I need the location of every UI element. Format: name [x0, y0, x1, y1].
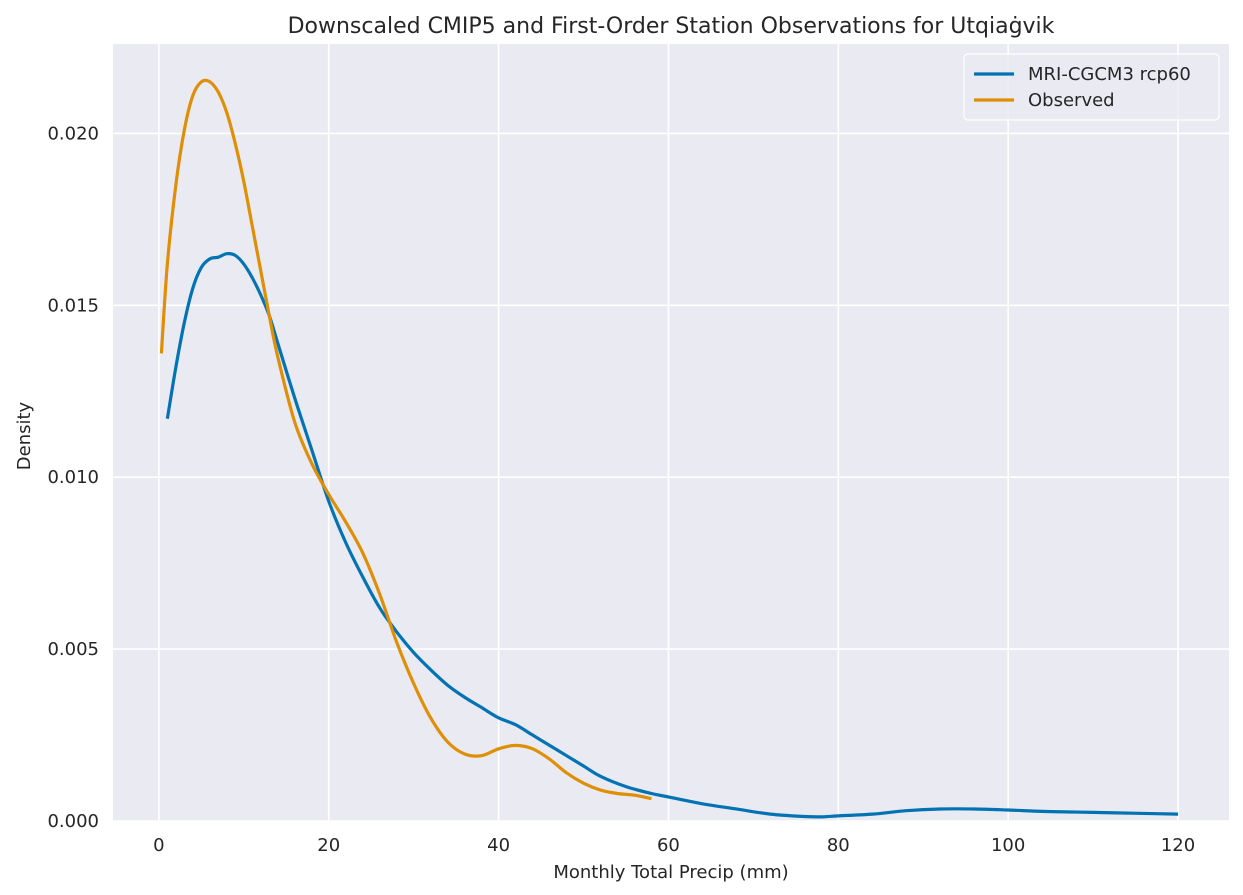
series-line-0 — [165, 252, 1179, 819]
x-tick-label: 20 — [317, 835, 340, 856]
x-tick-label: 60 — [657, 835, 680, 856]
x-tick-label: 80 — [827, 835, 850, 856]
legend-box — [963, 53, 1220, 121]
x-axis-label: Monthly Total Precip (mm) — [553, 862, 788, 883]
x-tick-label: 40 — [487, 835, 510, 856]
y-tick-label: 0.020 — [47, 123, 99, 144]
series-line-1 — [159, 78, 652, 801]
plot-area — [113, 44, 1229, 821]
legend-label: MRI-CGCM3 rcp60 — [1028, 64, 1191, 85]
tick-labels: 0 20 40 60 80 100 120 0.000 0.005 0.010 0.015 0.020 — [47, 123, 1195, 856]
chart-title: Downscaled CMIP5 and First-Order Station… — [288, 14, 1055, 39]
y-tick-label: 0.000 — [47, 811, 99, 832]
x-tick-label: 0 — [153, 835, 164, 856]
series-lines — [159, 78, 1179, 819]
grid-lines — [113, 44, 1229, 822]
y-axis-label: Density — [14, 401, 35, 470]
x-tick-label: 100 — [991, 835, 1025, 856]
legend-label: Observed — [1028, 90, 1115, 111]
y-tick-label: 0.010 — [47, 467, 99, 488]
y-tick-label: 0.005 — [47, 639, 99, 660]
y-tick-label: 0.015 — [47, 295, 99, 316]
x-tick-label: 120 — [1161, 835, 1195, 856]
legend: MRI-CGCM3 rcp60 Observed — [963, 53, 1220, 121]
